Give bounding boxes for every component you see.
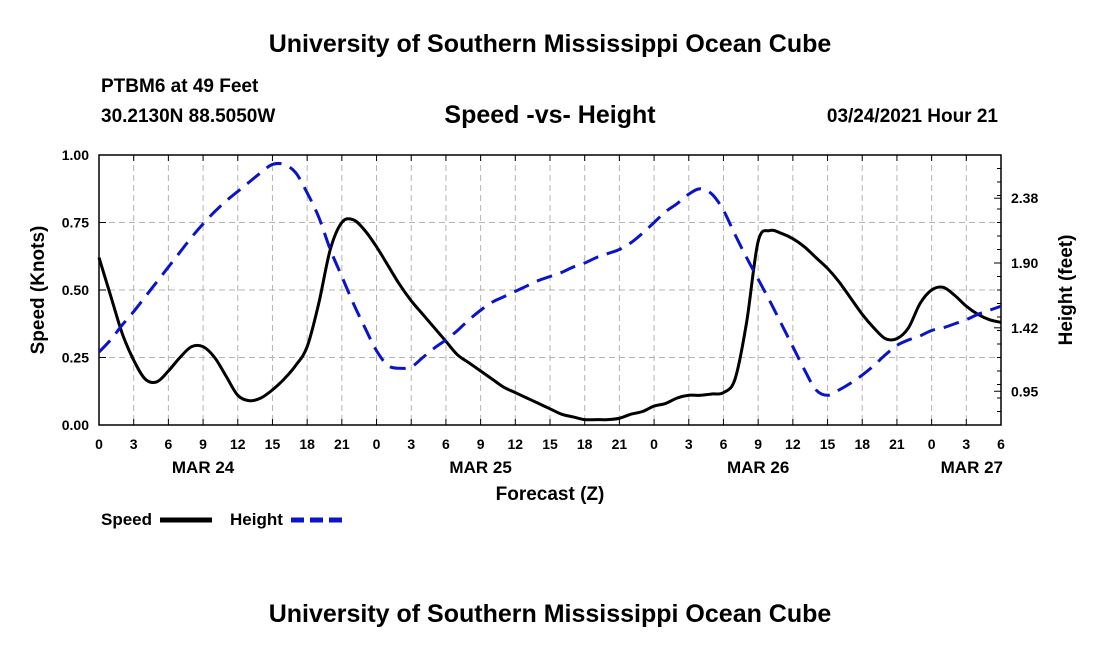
x-tick-label: 21: [334, 436, 350, 452]
x-tick-label: 6: [997, 436, 1005, 452]
x-tick-label: 21: [889, 436, 905, 452]
coordinates-label: 30.2130N 88.5050W: [101, 106, 276, 127]
y2-tick-label: 0.95: [1011, 383, 1038, 399]
date-label: MAR 26: [727, 458, 789, 477]
series-lines: [97, 161, 1002, 422]
y2-axis-label: Height (feet): [1056, 235, 1077, 346]
grid-lines: [99, 155, 1001, 425]
y-tick-label: 0.00: [62, 417, 89, 433]
station-label: PTBM6 at 49 Feet: [101, 76, 259, 97]
x-tick-label: 18: [577, 436, 593, 452]
x-tick-label: 21: [612, 436, 628, 452]
y-axis-label: Speed (Knots): [28, 226, 49, 355]
x-tick-label: 15: [820, 436, 836, 452]
x-tick-label: 15: [265, 436, 281, 452]
footer-title: University of Southern Mississippi Ocean…: [268, 600, 832, 628]
x-tick-label: 3: [407, 436, 415, 452]
series-line-speed: [97, 217, 1002, 422]
x-tick-label: 0: [928, 436, 936, 452]
y-tick-label: 0.75: [62, 215, 89, 231]
legend-label-speed: Speed: [101, 510, 152, 529]
legend: Speed Height: [101, 510, 343, 529]
y2-tick-label: 1.90: [1011, 255, 1038, 271]
date-label: MAR 24: [172, 458, 235, 477]
y2-tick-label: 2.38: [1011, 190, 1038, 206]
x-tick-label: 12: [785, 436, 801, 452]
series-line-height: [97, 161, 1002, 397]
x-tick-label: 0: [373, 436, 381, 452]
date-label: MAR 27: [941, 458, 1003, 477]
x-tick-label: 0: [650, 436, 658, 452]
x-tick-label: 18: [854, 436, 870, 452]
x-tick-label: 6: [164, 436, 172, 452]
x-tick-label: 9: [754, 436, 762, 452]
x-tick-label: 3: [130, 436, 138, 452]
x-tick-label: 6: [442, 436, 450, 452]
x-tick-label: 12: [230, 436, 246, 452]
chart-title: Speed -vs- Height: [444, 101, 656, 129]
y-tick-label: 0.25: [62, 350, 89, 366]
x-tick-label: 15: [542, 436, 558, 452]
y-tick-label: 1.00: [62, 147, 89, 163]
y-tick-label: 0.50: [62, 282, 89, 298]
tick-labels: 0 3 6 9 12 15 18 21 0 3 6 9 12 15 18 21 0 3 6 9 12 15 18 21 0 3 6M…: [62, 147, 1039, 477]
x-tick-label: 9: [477, 436, 485, 452]
x-tick-label: 3: [962, 436, 970, 452]
x-tick-label: 12: [508, 436, 524, 452]
x-tick-label: 0: [95, 436, 103, 452]
axis-ticks: [98, 154, 1002, 426]
legend-label-height: Height: [230, 510, 283, 529]
y2-tick-label: 1.42: [1011, 320, 1038, 336]
x-axis-label: Forecast (Z): [496, 484, 605, 505]
x-tick-label: 18: [299, 436, 315, 452]
datetime-label: 03/24/2021 Hour 21: [826, 106, 998, 127]
page-title: University of Southern Mississippi Ocean…: [268, 30, 832, 58]
date-label: MAR 25: [449, 458, 511, 477]
x-tick-label: 3: [685, 436, 693, 452]
x-tick-label: 6: [720, 436, 728, 452]
x-tick-label: 9: [199, 436, 207, 452]
